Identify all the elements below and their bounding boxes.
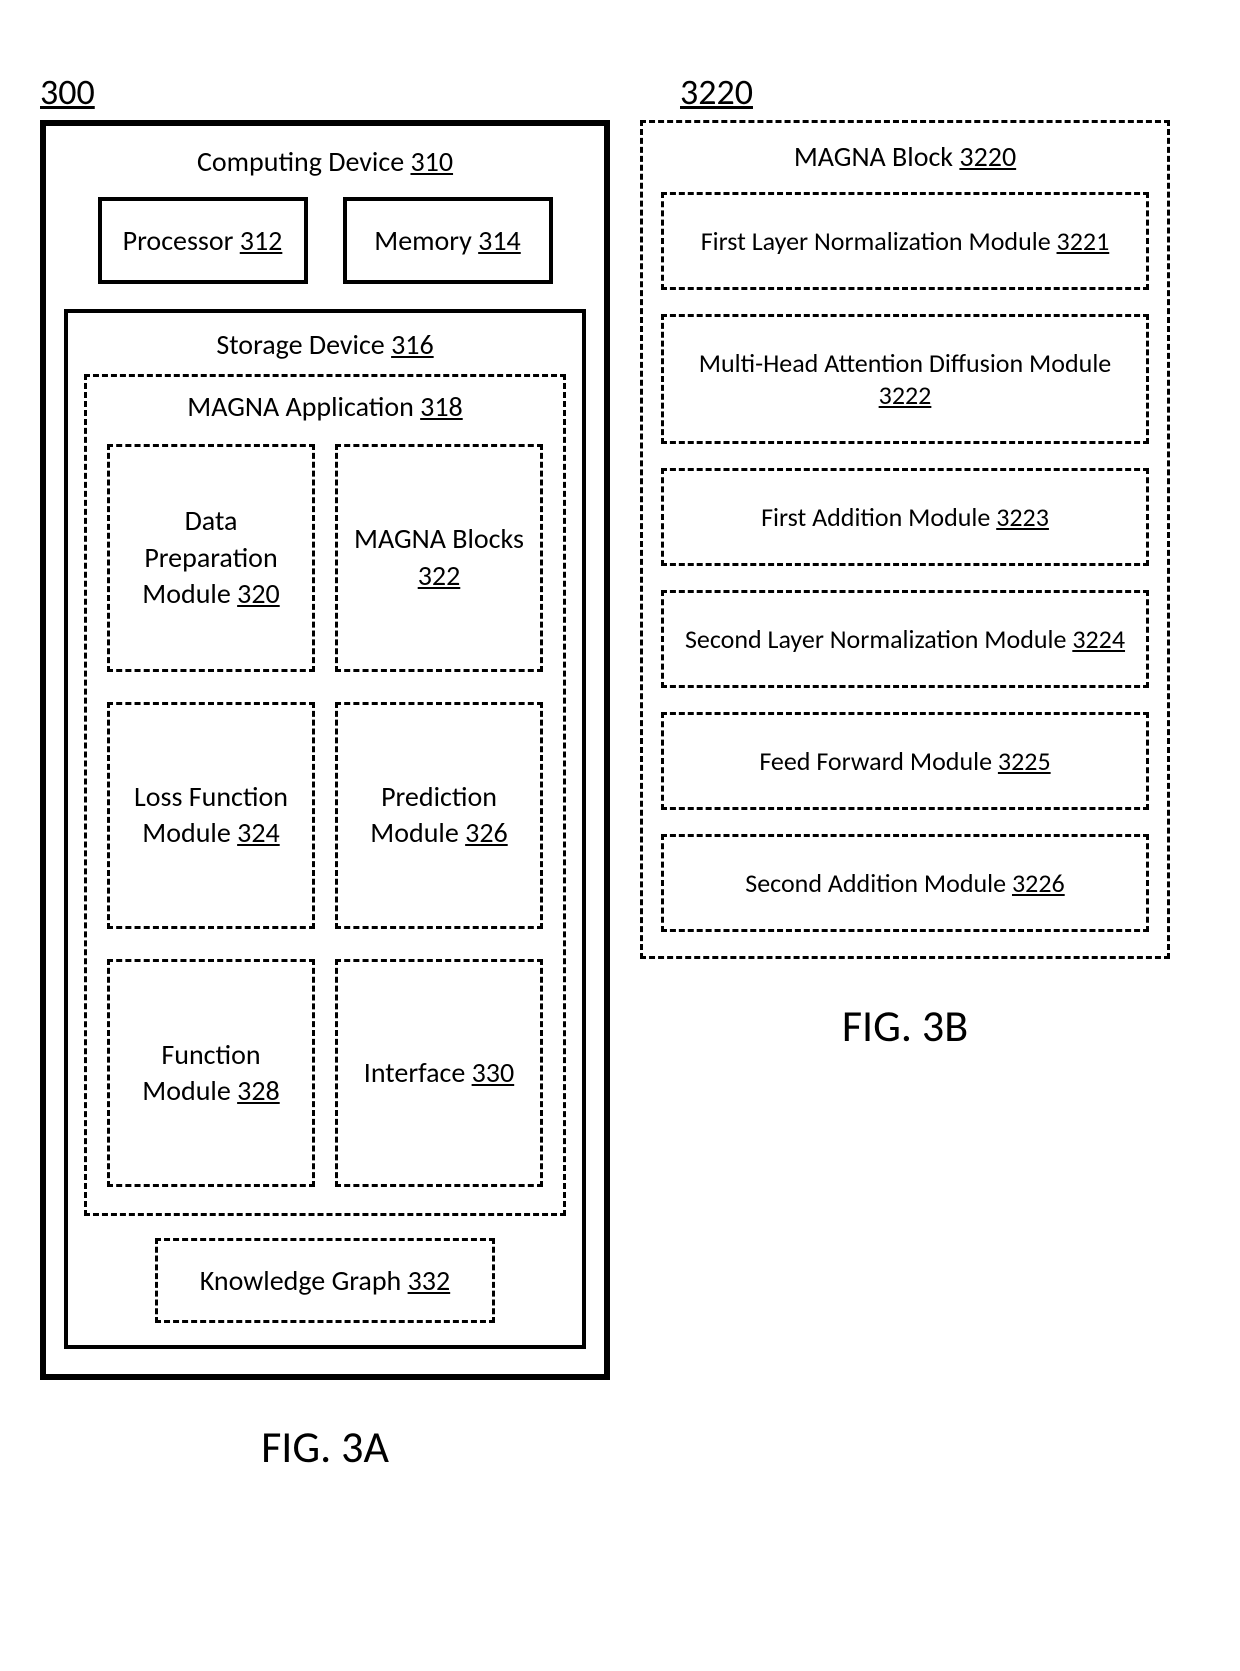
module-text: Loss Function	[134, 779, 288, 814]
computing-device-num: 310	[410, 144, 453, 179]
magna-blocks-module: MAGNA Blocks 322	[335, 444, 543, 672]
storage-device-label: Storage Device 316	[84, 327, 566, 362]
module-text: Function	[161, 1037, 260, 1072]
figure-3b-label: FIG. 3B	[842, 999, 968, 1053]
module-num: 324	[237, 815, 280, 850]
processor-num: 312	[240, 223, 283, 258]
module-text: Data Preparation	[144, 503, 277, 574]
kg-text: Knowledge Graph	[200, 1263, 401, 1298]
submodule-text: Second Layer Normalization Module	[685, 623, 1066, 655]
submodule-num: 3224	[1072, 623, 1125, 655]
data-preparation-module: Data Preparation Module 320	[107, 444, 315, 672]
feed-forward-module: Feed Forward Module 3225	[661, 712, 1149, 810]
kg-num: 332	[408, 1263, 451, 1298]
module-text2: Module	[142, 815, 230, 850]
module-text2: Module	[142, 1073, 230, 1108]
module-text: Interface	[364, 1055, 465, 1090]
figure-3a: Computing Device 310 Processor 312 Memor…	[40, 60, 610, 1474]
magna-block-label: MAGNA Block 3220	[661, 139, 1149, 174]
module-text: MAGNA Blocks	[354, 521, 524, 556]
magna-block-text: MAGNA Block	[794, 139, 953, 174]
second-layer-norm-module: Second Layer Normalization Module 3224	[661, 590, 1149, 688]
function-module: Function Module 328	[107, 959, 315, 1187]
magna-app-num: 318	[420, 389, 463, 424]
ref-num-3220: 3220	[680, 70, 753, 114]
storage-num: 316	[391, 327, 434, 362]
magna-modules-grid: Data Preparation Module 320 MAGNA Blocks…	[103, 440, 547, 1191]
submodule-text: First Layer Normalization Module	[701, 225, 1051, 257]
module-text2: Module	[142, 576, 230, 611]
magna-app-text: MAGNA Application	[187, 389, 414, 424]
processor-memory-row: Processor 312 Memory 314	[64, 197, 586, 284]
multi-head-attention-module: Multi-Head Attention Diffusion Module 32…	[661, 314, 1149, 444]
figure-3b: MAGNA Block 3220 First Layer Normalizati…	[640, 60, 1170, 1053]
computing-device-box: Computing Device 310 Processor 312 Memor…	[40, 120, 610, 1380]
module-num: 320	[237, 576, 280, 611]
prediction-module: Prediction Module 326	[335, 702, 543, 930]
memory-num: 314	[478, 223, 521, 258]
submodule-num: 3226	[1012, 867, 1065, 899]
ref-num-300: 300	[40, 70, 95, 114]
first-layer-norm-module: First Layer Normalization Module 3221	[661, 192, 1149, 290]
processor-box: Processor 312	[98, 197, 308, 284]
module-num: 330	[472, 1055, 515, 1090]
submodule-num: 3225	[998, 745, 1051, 777]
memory-text: Memory	[374, 223, 472, 258]
magna-block-box: MAGNA Block 3220 First Layer Normalizati…	[640, 120, 1170, 959]
computing-device-text: Computing Device	[197, 144, 404, 179]
magna-application-label: MAGNA Application 318	[103, 389, 547, 424]
submodule-text: First Addition Module	[761, 501, 990, 533]
second-addition-module: Second Addition Module 3226	[661, 834, 1149, 932]
processor-text: Processor	[123, 223, 234, 258]
magna-block-num: 3220	[959, 139, 1016, 174]
submodule-text: Feed Forward Module	[759, 745, 992, 777]
diagram-container: Computing Device 310 Processor 312 Memor…	[0, 0, 1240, 1514]
knowledge-graph-box: Knowledge Graph 332	[155, 1238, 495, 1323]
storage-text: Storage Device	[216, 327, 384, 362]
module-text2: Module	[370, 815, 458, 850]
submodule-num: 3222	[879, 379, 932, 411]
magna-application-box: MAGNA Application 318 Data Preparation M…	[84, 374, 566, 1216]
first-addition-module: First Addition Module 3223	[661, 468, 1149, 566]
submodule-text: Second Addition Module	[745, 867, 1006, 899]
submodule-num: 3221	[1057, 225, 1110, 257]
loss-function-module: Loss Function Module 324	[107, 702, 315, 930]
storage-device-box: Storage Device 316 MAGNA Application 318…	[64, 309, 586, 1349]
module-text: Prediction	[381, 779, 497, 814]
module-num: 328	[237, 1073, 280, 1108]
submodule-text: Multi-Head Attention Diffusion Module	[699, 347, 1111, 379]
submodule-num: 3223	[996, 501, 1049, 533]
computing-device-label: Computing Device 310	[64, 144, 586, 179]
interface-module: Interface 330	[335, 959, 543, 1187]
figure-3a-label: FIG. 3A	[261, 1420, 389, 1474]
module-num: 322	[418, 558, 461, 593]
module-num: 326	[465, 815, 508, 850]
memory-box: Memory 314	[343, 197, 553, 284]
